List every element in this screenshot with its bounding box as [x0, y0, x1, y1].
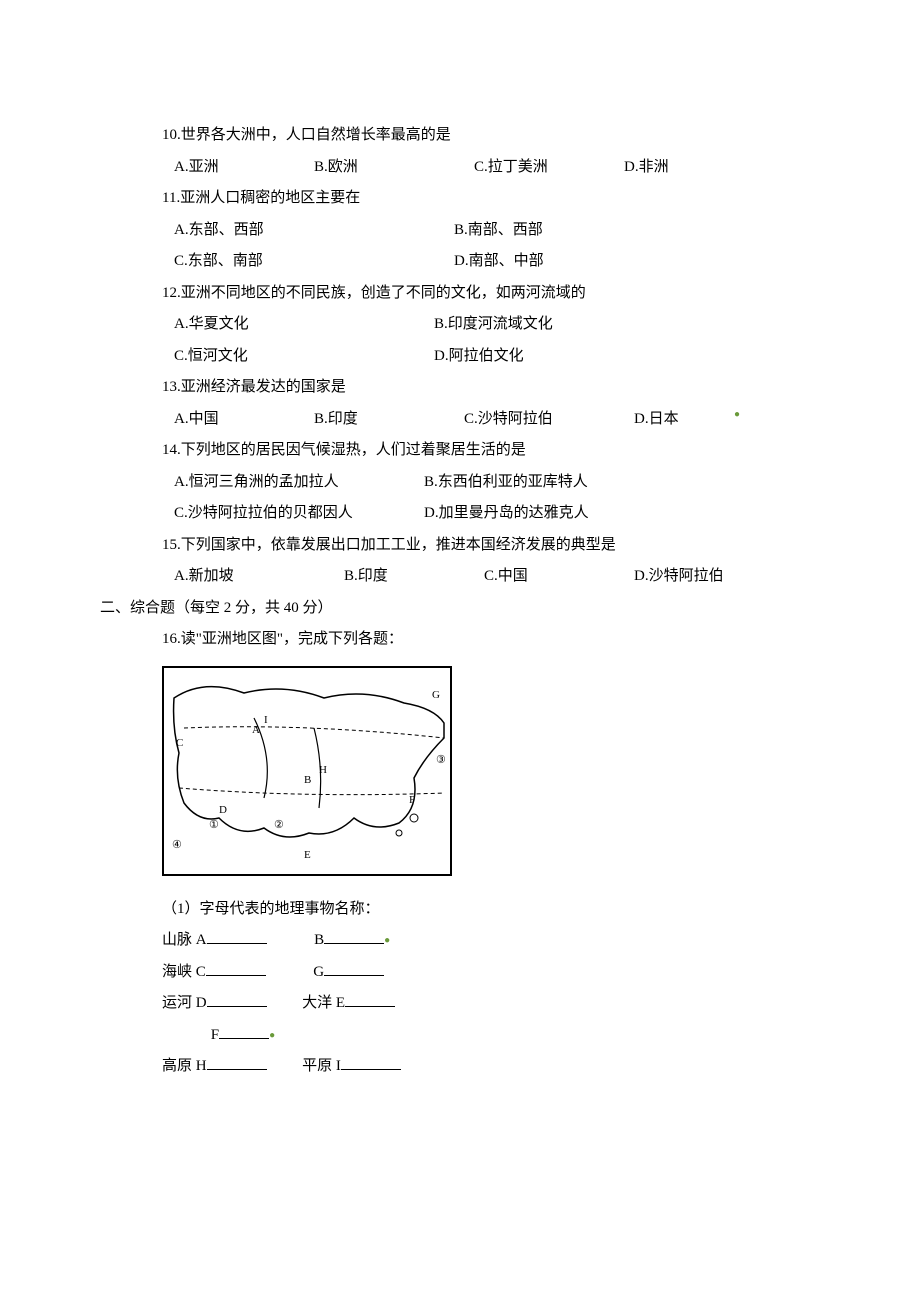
option-c: C.中国	[484, 561, 634, 593]
option-a: A.亚洲	[174, 152, 314, 184]
question-12: 12.亚洲不同地区的不同民族，创造了不同的文化，如两河流域的 A.华夏文化 B.…	[162, 278, 820, 373]
fill-row-4: F●	[162, 1020, 820, 1052]
svg-text:③: ③	[436, 754, 446, 766]
blank-b[interactable]	[324, 929, 384, 944]
option-d: D.沙特阿拉伯	[634, 561, 764, 593]
blank-f[interactable]	[219, 1024, 269, 1039]
options-row-2: C.沙特阿拉拉伯的贝都因人 D.加里曼丹岛的达雅克人	[174, 498, 820, 530]
option-a: A.中国	[174, 404, 314, 436]
option-b: B.东西伯利亚的亚库特人	[424, 467, 588, 499]
question-11: 11.亚洲人口稠密的地区主要在 A.东部、西部 B.南部、西部 C.东部、南部 …	[162, 183, 820, 278]
label-i: 平原 I	[302, 1051, 341, 1083]
option-d: D.加里曼丹岛的达雅克人	[424, 498, 589, 530]
svg-text:H: H	[319, 764, 327, 776]
options-row: A.亚洲 B.欧洲 C.拉丁美洲 D.非洲	[174, 152, 820, 184]
options-row-2: C.东部、南部 D.南部、中部	[174, 246, 820, 278]
svg-text:④: ④	[172, 839, 182, 851]
sub-question-1: （1）字母代表的地理事物名称：	[162, 894, 820, 926]
option-c: C.沙特阿拉拉伯的贝都因人	[174, 498, 424, 530]
options-row-1: A.恒河三角洲的孟加拉人 B.东西伯利亚的亚库特人	[174, 467, 820, 499]
question-text: 12.亚洲不同地区的不同民族，创造了不同的文化，如两河流域的	[162, 278, 820, 310]
section-2-header: 二、综合题（每空 2 分，共 40 分）	[100, 593, 820, 625]
option-b: B.南部、西部	[454, 215, 543, 247]
option-a: A.新加坡	[174, 561, 344, 593]
svg-text:E: E	[304, 849, 311, 861]
label-c: 海峡 C	[162, 957, 206, 989]
option-b: B.欧洲	[314, 152, 474, 184]
option-b: B.印度	[314, 404, 464, 436]
svg-text:F: F	[409, 794, 415, 806]
option-b: B.印度	[344, 561, 484, 593]
map-box: A B C D E F G H I ① ② ③ ④	[162, 666, 452, 876]
dot-icon: ●	[734, 404, 740, 436]
label-f: F	[211, 1020, 219, 1052]
blank-i[interactable]	[341, 1055, 401, 1070]
label-d: 运河 D	[162, 988, 207, 1020]
options-row-2: C.恒河文化 D.阿拉伯文化	[174, 341, 820, 373]
option-c: C.拉丁美洲	[474, 152, 624, 184]
svg-text:C: C	[176, 737, 183, 749]
blank-c[interactable]	[206, 961, 266, 976]
question-text: 14.下列地区的居民因气候湿热，人们过着聚居生活的是	[162, 435, 820, 467]
svg-text:A: A	[252, 724, 260, 736]
option-c: C.东部、南部	[174, 246, 454, 278]
fill-row-1: 山脉 A B ●	[162, 925, 820, 957]
svg-text:D: D	[219, 804, 227, 816]
option-a: A.恒河三角洲的孟加拉人	[174, 467, 424, 499]
options-row: A.新加坡 B.印度 C.中国 D.沙特阿拉伯	[174, 561, 820, 593]
option-c: C.恒河文化	[174, 341, 434, 373]
options-row: A.中国 B.印度 C.沙特阿拉伯 D.日本●	[174, 404, 820, 436]
options-row-1: A.华夏文化 B.印度河流域文化	[174, 309, 820, 341]
label-h: 高原 H	[162, 1051, 207, 1083]
label-e: 大洋 E	[302, 988, 345, 1020]
asia-map: A B C D E F G H I ① ② ③ ④	[162, 666, 820, 876]
question-text: 15.下列国家中，依靠发展出口加工工业，推进本国经济发展的典型是	[162, 530, 820, 562]
svg-text:②: ②	[274, 819, 284, 831]
blank-g[interactable]	[324, 961, 384, 976]
option-d: D.非洲	[624, 152, 724, 184]
label-g: G	[313, 957, 324, 989]
question-text: 13.亚洲经济最发达的国家是	[162, 372, 820, 404]
blank-a[interactable]	[207, 929, 267, 944]
label-a: 山脉 A	[162, 925, 207, 957]
blank-d[interactable]	[207, 992, 267, 1007]
question-text: 10.世界各大洲中，人口自然增长率最高的是	[162, 120, 820, 152]
question-10: 10.世界各大洲中，人口自然增长率最高的是 A.亚洲 B.欧洲 C.拉丁美洲 D…	[162, 120, 820, 183]
question-15: 15.下列国家中，依靠发展出口加工工业，推进本国经济发展的典型是 A.新加坡 B…	[162, 530, 820, 593]
question-16: 16.读"亚洲地区图"，完成下列各题：	[162, 624, 820, 656]
svg-text:①: ①	[209, 819, 219, 831]
option-b: B.印度河流域文化	[434, 309, 553, 341]
option-c: C.沙特阿拉伯	[464, 404, 634, 436]
options-row-1: A.东部、西部 B.南部、西部	[174, 215, 820, 247]
option-d: D.阿拉伯文化	[434, 341, 524, 373]
option-d: D.南部、中部	[454, 246, 544, 278]
svg-text:I: I	[264, 714, 268, 726]
svg-text:G: G	[432, 689, 440, 701]
blank-h[interactable]	[207, 1055, 267, 1070]
question-text: 11.亚洲人口稠密的地区主要在	[162, 183, 820, 215]
option-a: A.东部、西部	[174, 215, 454, 247]
option-d: D.日本	[634, 404, 734, 436]
fill-row-3: 运河 D 大洋 E	[162, 988, 820, 1020]
fill-row-5: 高原 H 平原 I	[162, 1051, 820, 1083]
fill-row-2: 海峡 C G	[162, 957, 820, 989]
map-svg: A B C D E F G H I ① ② ③ ④	[164, 668, 450, 874]
question-13: 13.亚洲经济最发达的国家是 A.中国 B.印度 C.沙特阿拉伯 D.日本●	[162, 372, 820, 435]
dot-icon: ●	[269, 1030, 275, 1041]
svg-text:B: B	[304, 774, 311, 786]
option-a: A.华夏文化	[174, 309, 434, 341]
dot-icon: ●	[384, 935, 390, 946]
question-14: 14.下列地区的居民因气候湿热，人们过着聚居生活的是 A.恒河三角洲的孟加拉人 …	[162, 435, 820, 530]
label-b: B	[314, 925, 324, 957]
blank-e[interactable]	[345, 992, 395, 1007]
